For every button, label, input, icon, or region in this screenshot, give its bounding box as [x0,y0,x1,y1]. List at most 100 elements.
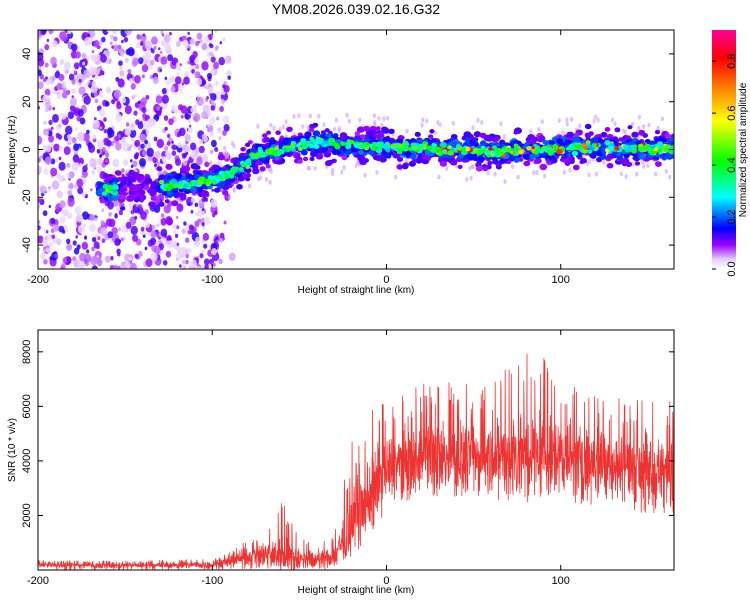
noise-blob [82,179,87,185]
ridge-blob [278,149,285,155]
noise-blob [215,236,219,241]
noise-blob [155,95,163,104]
noise-blob [78,78,82,83]
noise-blob [124,30,132,36]
ridge-blob [522,153,531,160]
noise-blob [164,145,169,151]
ridge-blob [128,169,135,175]
halo-blob [223,145,227,151]
noise-blob [129,122,136,131]
ridge-blob [552,144,558,149]
ridge-blob [375,141,382,147]
noise-blob [197,218,201,223]
ridge-blob [585,140,591,145]
noise-blob [191,113,195,118]
noise-blob [209,117,215,125]
ridge-blob [345,144,352,150]
noise-blob [40,252,46,260]
noise-blob [110,34,114,39]
noise-blob [154,163,157,167]
noise-blob [181,228,186,234]
noise-blob [120,237,124,242]
ridge-blob [263,136,271,143]
ridge-blob [428,134,434,139]
ridge-blob [584,123,592,130]
ridge-blob [232,157,240,163]
noise-blob [212,213,216,218]
noise-blob [181,84,185,89]
noise-blob [195,64,200,70]
halo-blob [297,113,301,118]
ridge-blob [390,143,397,149]
noise-blob [178,127,186,137]
noise-blob [114,213,118,217]
noise-blob [190,197,195,203]
snr-x-label: Height of straight line (km) [298,585,415,596]
noise-blob [92,119,100,129]
noise-blob [67,138,72,144]
halo-blob [602,160,606,165]
noise-blob [132,203,140,214]
noise-blob [199,139,204,145]
halo-blob [470,164,474,170]
noise-blob [142,234,146,238]
ridge-blob [134,184,142,190]
noise-blob [45,247,51,253]
ridge-blob [128,184,136,191]
noise-blob [204,197,209,202]
noise-blob [125,122,130,127]
noise-blob [208,163,212,168]
noise-blob [91,265,98,269]
noise-blob [41,30,47,34]
ridge-blob [485,151,491,156]
ridge-blob [259,166,266,172]
spectrogram-x-label: Height of straight line (km) [298,285,415,296]
halo-blob [436,120,440,125]
noise-blob [56,238,62,246]
ridge-blob [144,177,153,184]
noise-blob [156,138,164,149]
noise-blob [209,93,213,97]
ridge-blob [650,144,656,150]
noise-blob [48,135,55,143]
noise-blob [62,257,68,264]
noise-blob [182,39,189,48]
colorbar-tick-label: 0.0 [726,261,738,276]
noise-blob [195,40,200,47]
noise-blob [153,45,157,50]
noise-blob [141,230,147,238]
snr-plot: -200 -100 0 100 2000 4000 6000 8000 Height of … [7,329,675,596]
noise-blob [44,62,49,68]
halo-blob [317,113,321,119]
noise-blob [167,133,171,139]
ridge-blob [246,158,252,163]
noise-blob [210,105,216,111]
ridge-blob [184,188,191,194]
ridge-blob [621,157,630,165]
ridge-blob [642,133,648,138]
x-tick-label: 100 [552,575,570,587]
ridge-blob [168,183,175,189]
halo-blob [322,122,326,128]
ridge-blob [401,163,409,170]
ridge-blob [604,126,611,132]
noise-blob [81,175,84,179]
halo-blob [278,126,282,132]
noise-blob [118,60,123,66]
noise-blob [105,158,108,163]
noise-blob [118,209,123,216]
noise-blob [81,211,89,220]
noise-blob [219,238,224,243]
noise-blob [171,105,177,112]
noise-blob [74,51,81,59]
ridge-blob [214,176,222,183]
ridge-blob [300,138,307,143]
noise-blob [121,39,124,44]
noise-blob [160,56,168,65]
ridge-blob [323,152,330,158]
noise-blob [66,162,71,168]
ridge-blob [542,139,548,145]
ridge-blob [266,149,273,155]
noise-blob [131,95,136,100]
